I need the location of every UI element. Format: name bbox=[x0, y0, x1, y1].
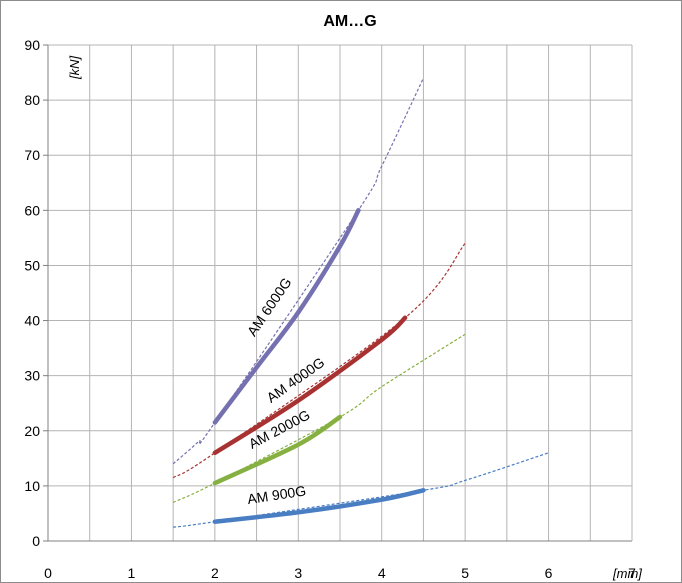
y-tick-label: 90 bbox=[24, 37, 40, 53]
x-tick-label: 4 bbox=[378, 565, 386, 581]
y-tick-label: 60 bbox=[24, 202, 40, 218]
am-6000g-measured-line bbox=[212, 208, 361, 425]
x-tick-label: 2 bbox=[211, 565, 219, 581]
am-6000g-extrapolated-line bbox=[172, 77, 424, 465]
y-tick-label: 30 bbox=[24, 368, 40, 384]
am-4000g-measured-line bbox=[212, 315, 408, 456]
x-tick-label: 1 bbox=[128, 565, 136, 581]
y-unit-label: [kN] bbox=[67, 56, 82, 81]
y-tick-label: 0 bbox=[32, 533, 40, 549]
y-tick-label: 20 bbox=[24, 423, 40, 439]
chart-title: AM…G bbox=[323, 13, 376, 30]
y-tick-label: 70 bbox=[24, 147, 40, 163]
x-tick-label: 3 bbox=[294, 565, 302, 581]
measured-lines bbox=[212, 208, 426, 524]
x-tick-label: 6 bbox=[545, 565, 553, 581]
am-900g-measured-line bbox=[212, 488, 426, 524]
y-tick-label: 50 bbox=[24, 257, 40, 273]
y-tick-label: 80 bbox=[24, 92, 40, 108]
y-tick-label: 10 bbox=[24, 478, 40, 494]
x-tick-label: 5 bbox=[461, 565, 469, 581]
y-tick-label: 40 bbox=[24, 313, 40, 329]
x-tick-label: 0 bbox=[44, 565, 52, 581]
x-tick-label: 7 bbox=[628, 565, 636, 581]
am-2000g-measured-line bbox=[212, 414, 343, 486]
axes: 0 10 20 30 40 50 60 70 80 90 0 1 2 3 4 5 6 7 bbox=[24, 37, 636, 581]
am-4000g-extrapolated-line bbox=[172, 243, 466, 479]
x-unit-label: [mm] bbox=[612, 566, 642, 581]
